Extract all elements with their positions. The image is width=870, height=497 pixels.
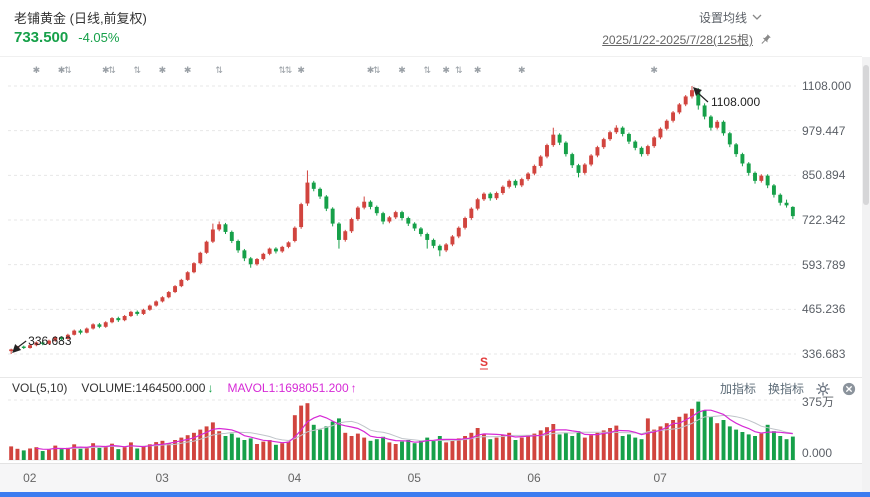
svg-text:✱: ✱: [367, 65, 375, 75]
svg-text:✱: ✱: [442, 65, 450, 75]
svg-text:✱: ✱: [159, 65, 167, 75]
date-range-block: 2025/1/22-2025/7/28(125根): [602, 31, 772, 48]
svg-text:✱: ✱: [518, 65, 526, 75]
svg-text:✱: ✱: [398, 65, 406, 75]
mavol-value-label: MAVOL1:1698051.200 ↑: [227, 381, 356, 395]
date-range-link[interactable]: 2025/1/22-2025/7/28(125根): [602, 33, 753, 47]
chart-title: 老铺黄金 (日线,前复权): [14, 11, 147, 26]
mavol-value-text: MAVOL1:1698051.200: [227, 381, 349, 395]
x-axis-label: 04: [287, 471, 302, 485]
x-axis-label: 07: [653, 471, 667, 485]
time-axis[interactable]: 02 03 04 05 06 07: [0, 463, 862, 493]
svg-text:✱: ✱: [474, 65, 482, 75]
ma-settings-label: 设置均线: [698, 11, 747, 25]
svg-text:⇅: ⇅: [455, 65, 463, 75]
gear-icon[interactable]: [816, 381, 830, 396]
x-axis-label: 06: [527, 471, 541, 485]
volume-value-label: VOLUME:1464500.000 ↓: [81, 381, 213, 395]
ma-settings-button[interactable]: 设置均线: [695, 7, 766, 28]
vol-indicator-label[interactable]: VOL(5,10): [12, 381, 68, 395]
svg-text:✱: ✱: [33, 65, 41, 75]
svg-text:1108.000: 1108.000: [711, 95, 760, 109]
price-change: -4.05%: [78, 30, 120, 45]
chevron-down-icon: [752, 14, 762, 20]
svg-text:✱: ✱: [650, 65, 658, 75]
svg-text:⇅: ⇅: [423, 65, 431, 75]
add-indicator-button[interactable]: 加指标: [719, 382, 756, 396]
svg-text:✱: ✱: [297, 65, 305, 75]
y-axis-label: 850.894: [802, 168, 846, 182]
y-axis-label: 465.236: [802, 302, 846, 316]
v-scrollbar-thumb[interactable]: [863, 65, 869, 205]
volume-axis-min-label: 0.000: [802, 446, 833, 460]
pin-icon[interactable]: [759, 33, 772, 46]
time-scrollbar[interactable]: [0, 492, 870, 497]
svg-text:⇅: ⇅: [373, 65, 381, 75]
svg-text:⇅: ⇅: [278, 65, 286, 75]
pane-resize-divider[interactable]: [0, 377, 862, 378]
volume-axis-max-label: 375万: [802, 395, 835, 409]
svg-text:⇅: ⇅: [108, 65, 116, 75]
x-axis-label: 05: [407, 471, 421, 485]
switch-indicator-button[interactable]: 换指标: [767, 382, 804, 396]
x-axis-label: 03: [155, 471, 169, 485]
svg-text:✱: ✱: [102, 65, 110, 75]
volume-value-text: VOLUME:1464500.000: [81, 381, 206, 395]
y-axis-label: 722.342: [802, 213, 846, 227]
svg-text:⇅: ⇅: [285, 65, 293, 75]
v-scrollbar[interactable]: [862, 57, 870, 492]
header-divider: [0, 56, 862, 57]
svg-text:S: S: [480, 355, 488, 369]
close-icon[interactable]: [842, 382, 856, 396]
y-axis-label: 336.683: [802, 347, 846, 361]
svg-text:✱: ✱: [58, 65, 66, 75]
svg-text:✱: ✱: [184, 65, 192, 75]
volume-toolbar: 加指标 换指标: [720, 380, 856, 397]
svg-text:⇅: ⇅: [133, 65, 141, 75]
volume-header: VOL(5,10) VOLUME:1464500.000 ↓ MAVOL1:169…: [12, 381, 357, 395]
svg-text:336.683: 336.683: [28, 334, 72, 348]
volume-down-arrow: ↓: [207, 381, 214, 395]
svg-text:⇅: ⇅: [215, 65, 223, 75]
price-block: 733.500 -4.05%: [14, 29, 119, 46]
svg-text:⇅: ⇅: [64, 65, 72, 75]
y-axis-label: 979.447: [802, 124, 846, 138]
y-axis-label: 1108.000: [802, 79, 852, 93]
mavol-up-arrow: ↑: [350, 381, 357, 395]
last-price: 733.500: [14, 29, 69, 46]
y-axis-label: 593.789: [802, 258, 846, 272]
x-axis-label: 02: [23, 471, 37, 485]
